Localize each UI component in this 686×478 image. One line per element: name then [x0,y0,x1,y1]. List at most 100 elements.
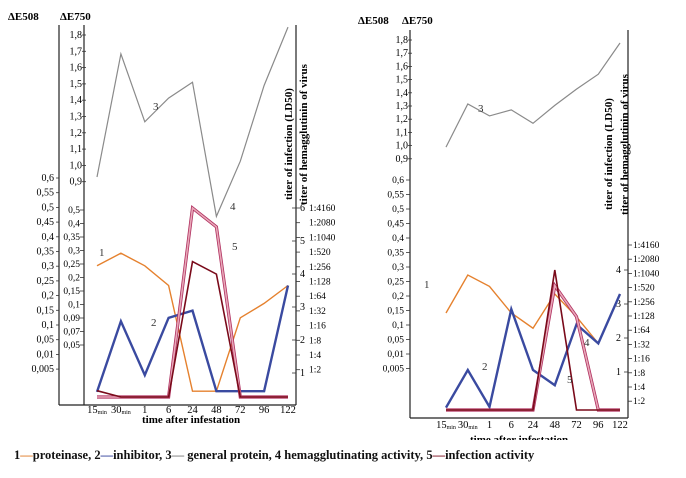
x-tick-label-right: 72 [571,420,582,431]
hemagglutinin-ticks: 1:41601:20801:10401:5201:2561:1281:641:3… [296,204,336,376]
right-series-2-line [444,293,622,411]
de508-tick-right-label: 0,005 [383,365,405,375]
legend-dash-5: — [432,448,446,462]
de508-tick-label: 0,6 [42,173,55,184]
x-tick-label: 30min [111,405,131,416]
hemag-tick-label: 1:520 [309,248,331,258]
de750-tick-right-label: 1,7 [396,48,409,59]
de750-low-tick-label: 0,4 [68,220,80,230]
de750-tick-label: 1,8 [70,30,83,41]
de750-tick-label: 1,3 [70,112,83,123]
x-tick-label: 122 [280,405,296,416]
axis-title-titer-hemagglutinin-right: titer of hemagglutinin of virus [619,73,631,215]
de508-tick-label: 0,01 [37,349,55,360]
x-tick-label-right: 6 [509,420,514,431]
axis-title-titer-infection: titer of infection (LD50) [283,88,295,200]
de508-tick-label: 0,55 [37,188,55,199]
infection-tick-right-label: 1 [616,367,621,378]
hemag-tick-label: 1:2 [309,366,321,376]
de508-tick-right-label: 0,01 [387,350,404,360]
right-series-4-line [446,283,620,411]
hemag-tick-label: 1:256 [309,263,331,273]
de750-tick-right-label: 0,9 [396,154,409,165]
right-series-label-3: 3 [478,103,484,115]
axis-title-de750: ΔE750 [60,11,91,23]
de508-tick-label: 0,005 [32,364,55,375]
hemag-tick-right-label: 1:520 [633,284,655,294]
de750-low-tick-label: 0,5 [68,206,80,216]
de750-tick-label: 1,2 [70,128,83,139]
de750-low-ticks: 0,5 0,4 0,35 0,3 0,25 0,2 0,15 0,1 0,09 0,07 0,05 [63,206,84,351]
left-series-label-4: 4 [230,201,236,213]
hemag-tick-right-label: 1:64 [633,326,650,336]
x-tick-label: 72 [235,405,246,416]
de508-tick-label: 0,45 [37,217,55,228]
de750-tick-label: 1,0 [70,160,83,171]
x-tick-label-right: 48 [550,420,561,431]
series-lines: 3 1 2 4 5 [95,26,290,399]
de750-low-tick-label: 0,05 [63,341,80,351]
de750-tick-label: 1,4 [70,95,83,106]
right-panel: ΔE508 ΔE750 titer of infection (LD50) ti… [358,15,660,446]
x-tick-label-right: 15min [436,420,456,431]
de750-tick-right-label: 1,6 [396,61,409,72]
infection-tick-label: 1 [300,368,305,379]
x-axis-title-right: time after infestation [470,434,568,440]
de750-low-tick-label: 0,2 [68,274,80,284]
axis-title-titer-hemagglutinin: titer of hemagglutinin of virus [298,63,310,205]
de508-tick-label: 0,15 [37,305,55,316]
de750-ticks-right: 1,8 1,7 1,6 1,5 1,4 1,3 1,2 1,1 1,0 0,9 [396,35,412,165]
de508-ticks: 0,6 0,55 0,5 0,45 0,4 0,35 0,3 0,25 0,2 0,15 0,1 0,… [32,173,59,375]
infection-tick-label: 4 [300,269,305,280]
de508-tick-label: 0,1 [42,320,55,331]
legend-label-infection: infection activity [445,448,535,462]
de750-ticks: 1,8 1,7 1,6 1,5 1,4 1,3 1,2 1,1 1,0 0,9 [70,30,86,188]
de750-low-tick-label: 0,25 [63,260,80,270]
legend-label-proteinase: proteinase, [32,448,92,462]
infection-tick-label: 5 [300,236,305,247]
left-series-4-line [97,206,288,398]
hemag-tick-right-label: 1:4 [633,383,645,393]
de508-ticks-right: 0,6 0,55 0,5 0,45 0,4 0,35 0,3 0,25 0,2 0,15 0,1 0,… [383,176,410,375]
infection-tick-label: 2 [300,335,305,346]
hemag-tick-right-label: 1:8 [633,369,645,379]
left-series-label-3: 3 [153,101,159,113]
legend-num-3: 3 [165,448,172,462]
de750-tick-right-label: 1,4 [396,88,409,99]
right-series-label-5: 5 [567,374,573,386]
de508-tick-label: 0,5 [42,202,55,213]
de750-tick-label: 1,6 [70,63,83,74]
hemag-tick-label: 1:4 [309,351,321,361]
hemag-tick-right-label: 1:4160 [633,241,660,251]
x-tick-label: 15min [87,405,107,416]
de508-tick-right-label: 0,35 [387,249,404,259]
left-series-1-line [96,252,289,392]
right-series-label-1: 1 [424,279,430,291]
de750-low-tick-label: 0,1 [68,301,80,311]
de508-tick-label: 0,35 [37,247,55,258]
de750-tick-label: 1,7 [70,46,83,57]
de508-tick-right-label: 0,6 [392,176,404,186]
infection-tick-label: 3 [300,302,305,313]
infection-tick-label: 6 [300,203,305,214]
hemag-tick-right-label: 1:256 [633,298,655,308]
hemag-tick-label: 1:1040 [309,233,336,243]
legend-label-hemagglutinating: 4 hemagglutinating activity, [274,448,424,462]
axis-title-de750-right: ΔE750 [402,15,433,27]
hemag-tick-label: 1:8 [309,336,321,346]
x-tick-label: 24 [187,405,198,416]
hemag-tick-label: 1:16 [309,322,326,332]
legend-num-5: 5 [426,448,433,462]
x-tick-label: 1 [142,405,147,416]
legend-label-protein: general protein, [184,448,272,462]
x-ticks: 15min 30min 1 6 24 48 72 96 122 [87,405,296,416]
de750-tick-label: 0,9 [70,177,83,188]
right-series-3-line [445,42,621,148]
hemag-tick-label: 1:32 [309,307,326,317]
hemag-tick-right-label: 1:2080 [633,255,660,265]
de750-tick-right-label: 1,1 [396,127,409,138]
legend-caption: 1—proteinase, 2—inhibitor, 3— general pr… [14,448,534,463]
de750-low-tick-label: 0,15 [63,287,80,297]
de508-tick-label: 0,3 [42,261,55,272]
de508-tick-label: 0,25 [37,276,55,287]
